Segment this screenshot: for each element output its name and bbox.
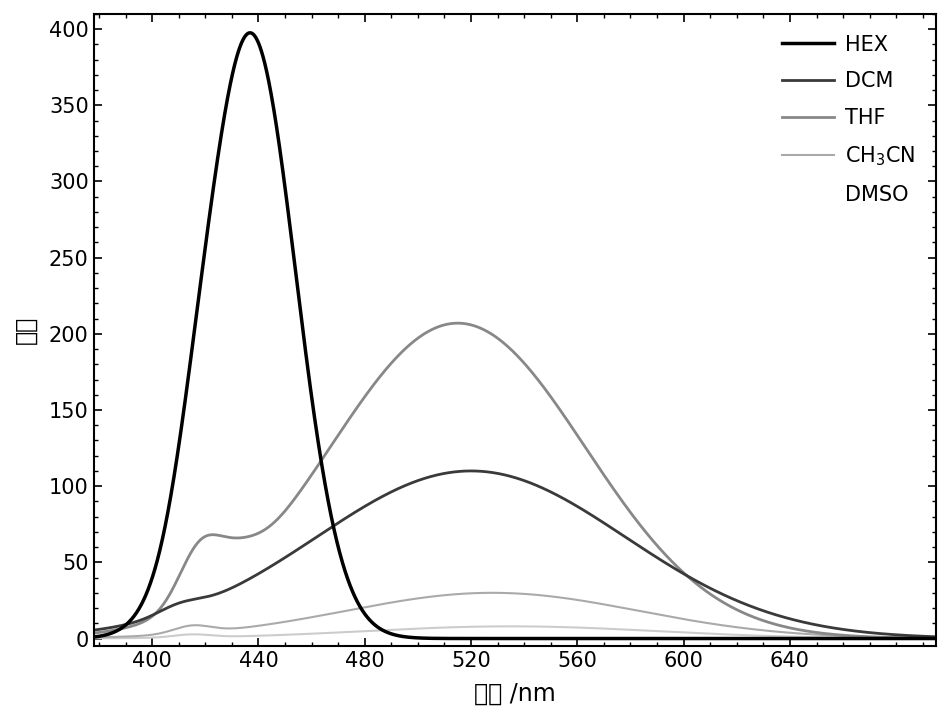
X-axis label: 波长 /nm: 波长 /nm <box>474 682 556 706</box>
Y-axis label: 强度: 强度 <box>14 316 38 344</box>
Legend: HEX, DCM, THF, CH$_3$CN, DMSO: HEX, DCM, THF, CH$_3$CN, DMSO <box>772 24 925 215</box>
